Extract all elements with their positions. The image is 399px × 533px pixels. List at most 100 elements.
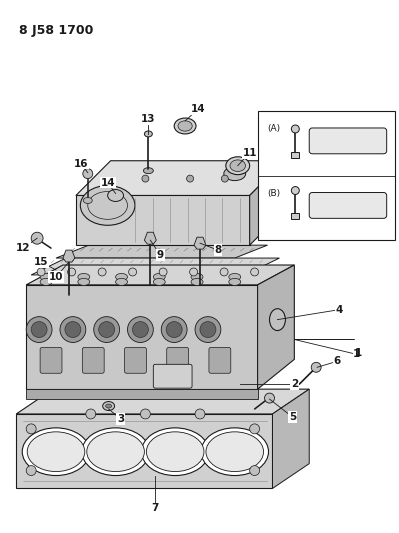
Text: 14: 14	[100, 177, 115, 188]
Circle shape	[142, 175, 149, 182]
Polygon shape	[76, 196, 250, 245]
Ellipse shape	[178, 121, 192, 131]
Circle shape	[68, 268, 75, 276]
Circle shape	[200, 321, 216, 337]
Circle shape	[311, 362, 321, 372]
Ellipse shape	[40, 273, 52, 280]
Ellipse shape	[143, 168, 153, 174]
Circle shape	[161, 317, 187, 343]
Circle shape	[140, 409, 150, 419]
Circle shape	[37, 268, 45, 276]
Ellipse shape	[230, 160, 245, 172]
Polygon shape	[291, 213, 299, 220]
Text: 3: 3	[117, 414, 124, 424]
Text: 4: 4	[335, 305, 343, 314]
Bar	[258, 111, 395, 240]
Circle shape	[132, 321, 148, 337]
Circle shape	[291, 125, 299, 133]
Ellipse shape	[116, 273, 128, 280]
Text: 13: 13	[141, 114, 156, 124]
Circle shape	[251, 268, 259, 276]
FancyBboxPatch shape	[167, 348, 189, 373]
Ellipse shape	[80, 185, 135, 225]
Ellipse shape	[106, 404, 112, 408]
Polygon shape	[16, 389, 309, 414]
Polygon shape	[273, 389, 309, 488]
Text: 9: 9	[157, 250, 164, 260]
Circle shape	[86, 409, 96, 419]
Ellipse shape	[206, 432, 264, 472]
Ellipse shape	[83, 198, 92, 204]
Text: 2: 2	[291, 379, 298, 389]
Ellipse shape	[191, 273, 203, 280]
Circle shape	[94, 317, 120, 343]
Circle shape	[250, 424, 260, 434]
Circle shape	[99, 321, 115, 337]
Ellipse shape	[144, 131, 152, 137]
Text: 1: 1	[353, 350, 361, 359]
Circle shape	[195, 317, 221, 343]
Circle shape	[265, 393, 275, 403]
Text: 10: 10	[49, 272, 63, 282]
FancyBboxPatch shape	[124, 348, 146, 373]
Ellipse shape	[229, 278, 241, 285]
Polygon shape	[16, 414, 273, 488]
FancyBboxPatch shape	[309, 128, 387, 154]
Circle shape	[65, 321, 81, 337]
Circle shape	[291, 187, 299, 195]
Ellipse shape	[103, 401, 115, 410]
Circle shape	[221, 175, 228, 182]
Polygon shape	[26, 389, 258, 399]
Text: 16: 16	[73, 159, 88, 169]
Circle shape	[187, 175, 194, 182]
Text: 12: 12	[16, 243, 30, 253]
Text: 11: 11	[243, 148, 257, 158]
FancyBboxPatch shape	[82, 348, 104, 373]
Text: (B): (B)	[267, 189, 280, 198]
Circle shape	[128, 268, 136, 276]
Ellipse shape	[22, 428, 90, 475]
Polygon shape	[194, 237, 206, 249]
Text: 6: 6	[334, 357, 341, 366]
Polygon shape	[26, 285, 258, 389]
Ellipse shape	[226, 157, 250, 175]
Circle shape	[83, 168, 93, 179]
Circle shape	[26, 317, 52, 343]
Polygon shape	[291, 152, 299, 158]
Text: 1: 1	[355, 349, 363, 358]
Circle shape	[190, 268, 198, 276]
Ellipse shape	[229, 273, 241, 280]
Ellipse shape	[146, 432, 204, 472]
Circle shape	[250, 466, 260, 475]
FancyBboxPatch shape	[40, 348, 62, 373]
Circle shape	[31, 232, 43, 244]
Text: 14: 14	[191, 104, 205, 114]
Circle shape	[98, 268, 106, 276]
Text: 7: 7	[152, 503, 159, 513]
Ellipse shape	[82, 428, 149, 475]
Polygon shape	[63, 250, 75, 262]
Ellipse shape	[40, 278, 52, 285]
Ellipse shape	[153, 273, 165, 280]
Text: (A): (A)	[267, 125, 280, 133]
Circle shape	[220, 268, 228, 276]
Polygon shape	[250, 161, 284, 245]
Ellipse shape	[78, 273, 90, 280]
Ellipse shape	[116, 278, 128, 285]
Circle shape	[166, 321, 182, 337]
Polygon shape	[258, 265, 294, 389]
FancyBboxPatch shape	[309, 192, 387, 219]
Circle shape	[60, 317, 86, 343]
Circle shape	[26, 466, 36, 475]
Text: 8: 8	[214, 245, 221, 255]
Circle shape	[195, 409, 205, 419]
FancyBboxPatch shape	[153, 365, 192, 388]
Circle shape	[159, 268, 167, 276]
Circle shape	[26, 424, 36, 434]
Polygon shape	[56, 245, 267, 258]
Circle shape	[31, 321, 47, 337]
Text: 8 J58 1700: 8 J58 1700	[19, 23, 94, 37]
Ellipse shape	[87, 432, 144, 472]
FancyBboxPatch shape	[209, 348, 231, 373]
Ellipse shape	[108, 190, 124, 201]
